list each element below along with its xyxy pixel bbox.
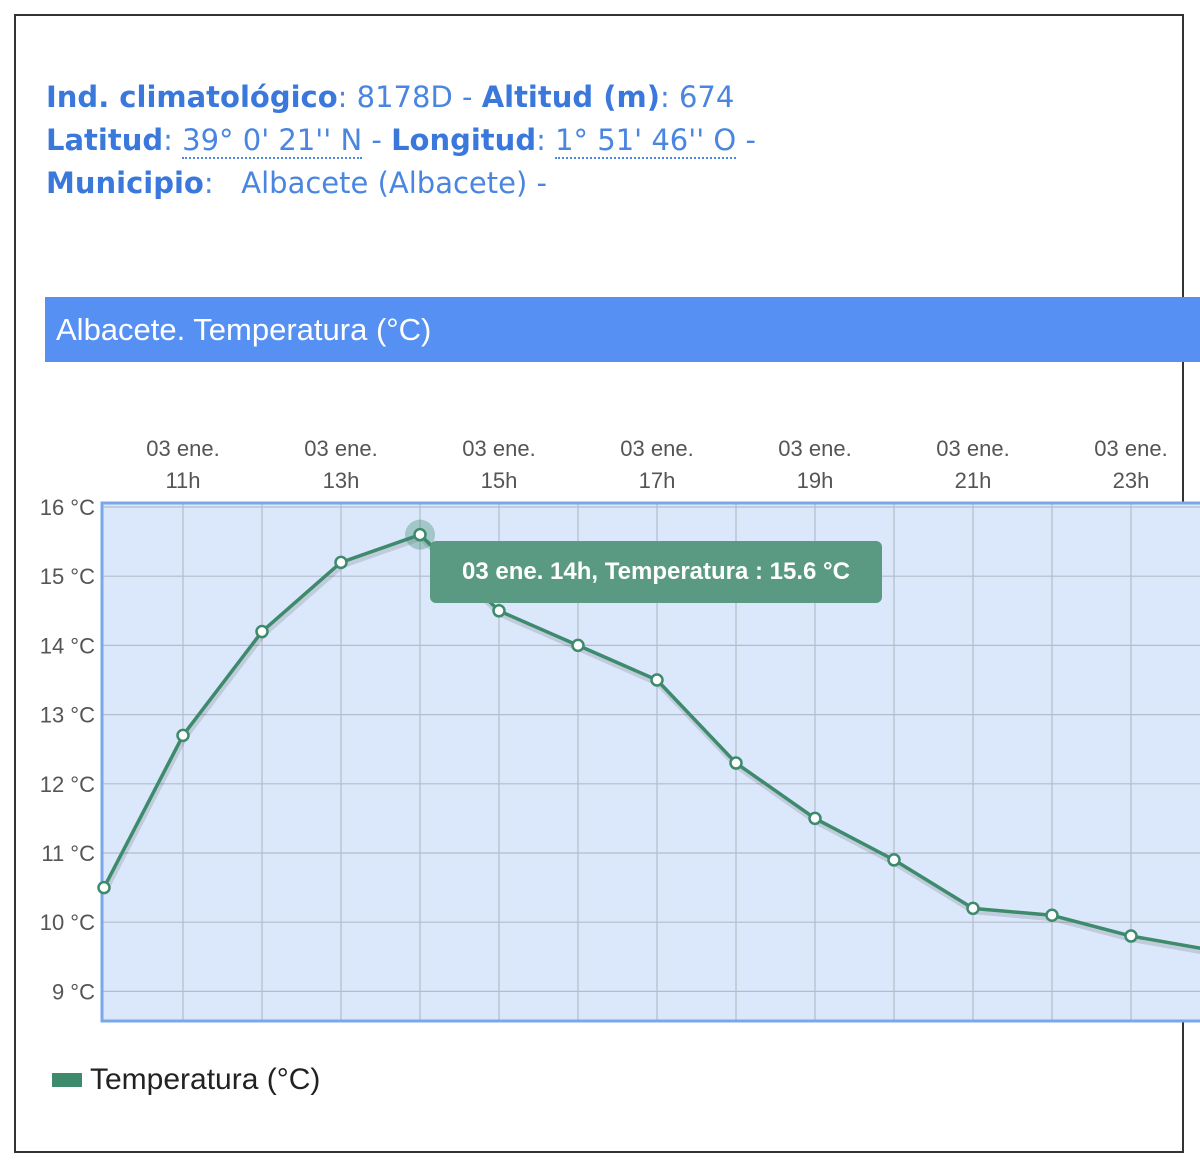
municipio-value: Albacete (Albacete) — [241, 166, 528, 200]
x-tick-date-label: 03 ene. — [936, 436, 1009, 461]
x-tick-hour-label: 15h — [481, 468, 518, 493]
x-tick-date-label: 03 ene. — [304, 436, 377, 461]
x-tick-date-label: 03 ene. — [146, 436, 219, 461]
data-point — [334, 555, 348, 570]
data-point — [650, 673, 664, 687]
x-tick-date-label: 03 ene. — [1094, 436, 1167, 461]
data-point — [1045, 908, 1059, 923]
longitud-label: Longitud — [391, 123, 537, 157]
data-point — [808, 811, 822, 826]
chart-legend[interactable]: Temperatura (°C) — [52, 1060, 320, 1100]
station-info: Ind. climatológico: 8178D - Altitud (m):… — [46, 76, 756, 205]
chart-tooltip: 03 ene. 14h, Temperatura : 15.6 °C — [430, 541, 882, 603]
x-tick-hour-label: 19h — [797, 468, 834, 493]
data-point — [413, 527, 427, 542]
data-point — [729, 756, 743, 770]
data-point — [255, 624, 269, 639]
y-tick-label: 15 °C — [40, 564, 95, 589]
x-tick-hour-label: 11h — [165, 468, 200, 493]
data-point — [966, 901, 980, 916]
latitud-label: Latitud — [46, 123, 164, 157]
y-tick-label: 10 °C — [40, 910, 95, 935]
x-tick-hour-label: 21h — [955, 468, 992, 493]
y-tick-label: 9 °C — [52, 979, 95, 1004]
y-tick-label: 11 °C — [41, 841, 95, 866]
altitud-value: 674 — [678, 80, 735, 114]
x-tick-hour-label: 17h — [639, 468, 676, 493]
y-tick-label: 16 °C — [40, 495, 95, 520]
x-tick-hour-label: 23h — [1113, 468, 1150, 493]
y-tick-label: 14 °C — [40, 633, 95, 658]
latitud-value[interactable]: 39° 0' 21'' N — [182, 123, 363, 159]
data-point — [1124, 929, 1138, 943]
y-tick-label: 13 °C — [40, 703, 95, 728]
longitud-value[interactable]: 1° 51' 46'' O — [555, 123, 737, 159]
chart-title-banner: Albacete. Temperatura (°C) — [45, 297, 1200, 362]
data-point — [176, 728, 190, 743]
indicativo-value: 8178D — [356, 80, 453, 114]
data-point — [492, 604, 506, 618]
station-line-1: Ind. climatológico: 8178D - Altitud (m):… — [46, 80, 735, 114]
x-tick-date-label: 03 ene. — [778, 436, 851, 461]
altitud-label: Altitud (m) — [481, 80, 660, 114]
x-tick-date-label: 03 ene. — [620, 436, 693, 461]
indicativo-label: Ind. climatológico — [46, 80, 338, 114]
plot-border — [100, 501, 1200, 1023]
station-line-3: Municipio: Albacete (Albacete) - — [46, 166, 547, 200]
x-tick-date-label: 03 ene. — [462, 436, 535, 461]
legend-swatch — [52, 1073, 82, 1087]
station-line-2: Latitud: 39° 0' 21'' N - Longitud: 1° 51… — [46, 123, 756, 159]
data-point — [887, 853, 901, 867]
y-tick-label: 12 °C — [40, 772, 95, 797]
data-point — [97, 880, 111, 895]
x-tick-hour-label: 13h — [323, 468, 360, 493]
data-point — [571, 638, 585, 653]
municipio-label: Municipio — [46, 166, 204, 200]
legend-label: Temperatura (°C) — [90, 1063, 321, 1096]
